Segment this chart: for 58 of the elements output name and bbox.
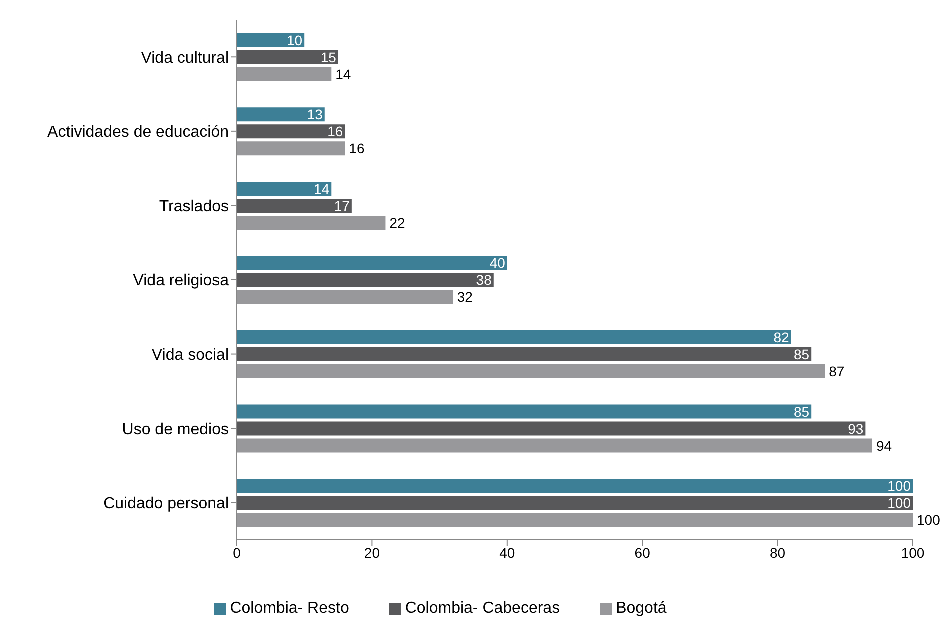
data-label: 94 [876,438,892,454]
data-label: 16 [349,140,365,157]
data-label: 100 [917,512,941,528]
data-label: 85 [794,346,810,362]
bar [237,142,346,156]
y-tick-label: Vida cultural [141,50,229,67]
bar [237,496,913,510]
bar [237,50,338,64]
legend-label: Colombia- Cabeceras [405,600,560,617]
bar [237,422,866,436]
data-label: 15 [320,49,337,66]
bar [237,479,913,494]
x-tick-label: 100 [901,544,925,561]
data-label: 87 [829,363,845,380]
data-label: 14 [336,66,352,82]
x-tick-label: 0 [233,544,242,561]
data-label: 100 [888,478,912,494]
bar [237,256,508,270]
bar [237,67,332,82]
y-tick-label: Vida religiosa [133,272,230,290]
y-tick-label: Traslados [159,198,229,216]
bar [237,216,386,230]
bar [237,364,826,379]
data-label: 82 [774,329,790,346]
bar [237,330,792,345]
legend-label: Colombia- Resto [230,600,350,617]
x-tick-label: 40 [500,544,516,561]
y-tick-label: Uso de medios [122,421,229,438]
data-label: 13 [307,106,324,123]
data-label: 22 [390,214,406,231]
x-tick-label: 60 [634,544,651,561]
y-tick-label: Vida social [152,346,229,364]
data-label: 38 [476,272,492,288]
bar [237,182,332,196]
data-label: 85 [794,404,810,420]
bar [237,108,325,122]
bar [237,438,872,453]
data-label: 93 [848,420,864,437]
bar [237,198,352,213]
legend-label: Bogotá [616,600,667,617]
data-label: 32 [457,289,474,306]
bar [237,124,346,139]
data-label: 100 [888,495,912,512]
bar [237,348,812,362]
bar [237,513,913,528]
bar [237,273,494,288]
x-tick-label: 80 [770,544,786,561]
x-tick-label: 20 [364,544,380,561]
bar [237,404,812,419]
data-label: 10 [287,32,303,48]
data-label: 14 [314,180,330,197]
data-label: 16 [328,124,344,140]
data-label: 17 [334,198,350,214]
y-tick-label: Actividades de educación [48,124,229,142]
bar [237,290,454,304]
data-label: 40 [490,255,506,272]
y-tick-label: Cuidado personal [104,496,229,513]
bar [237,33,305,48]
